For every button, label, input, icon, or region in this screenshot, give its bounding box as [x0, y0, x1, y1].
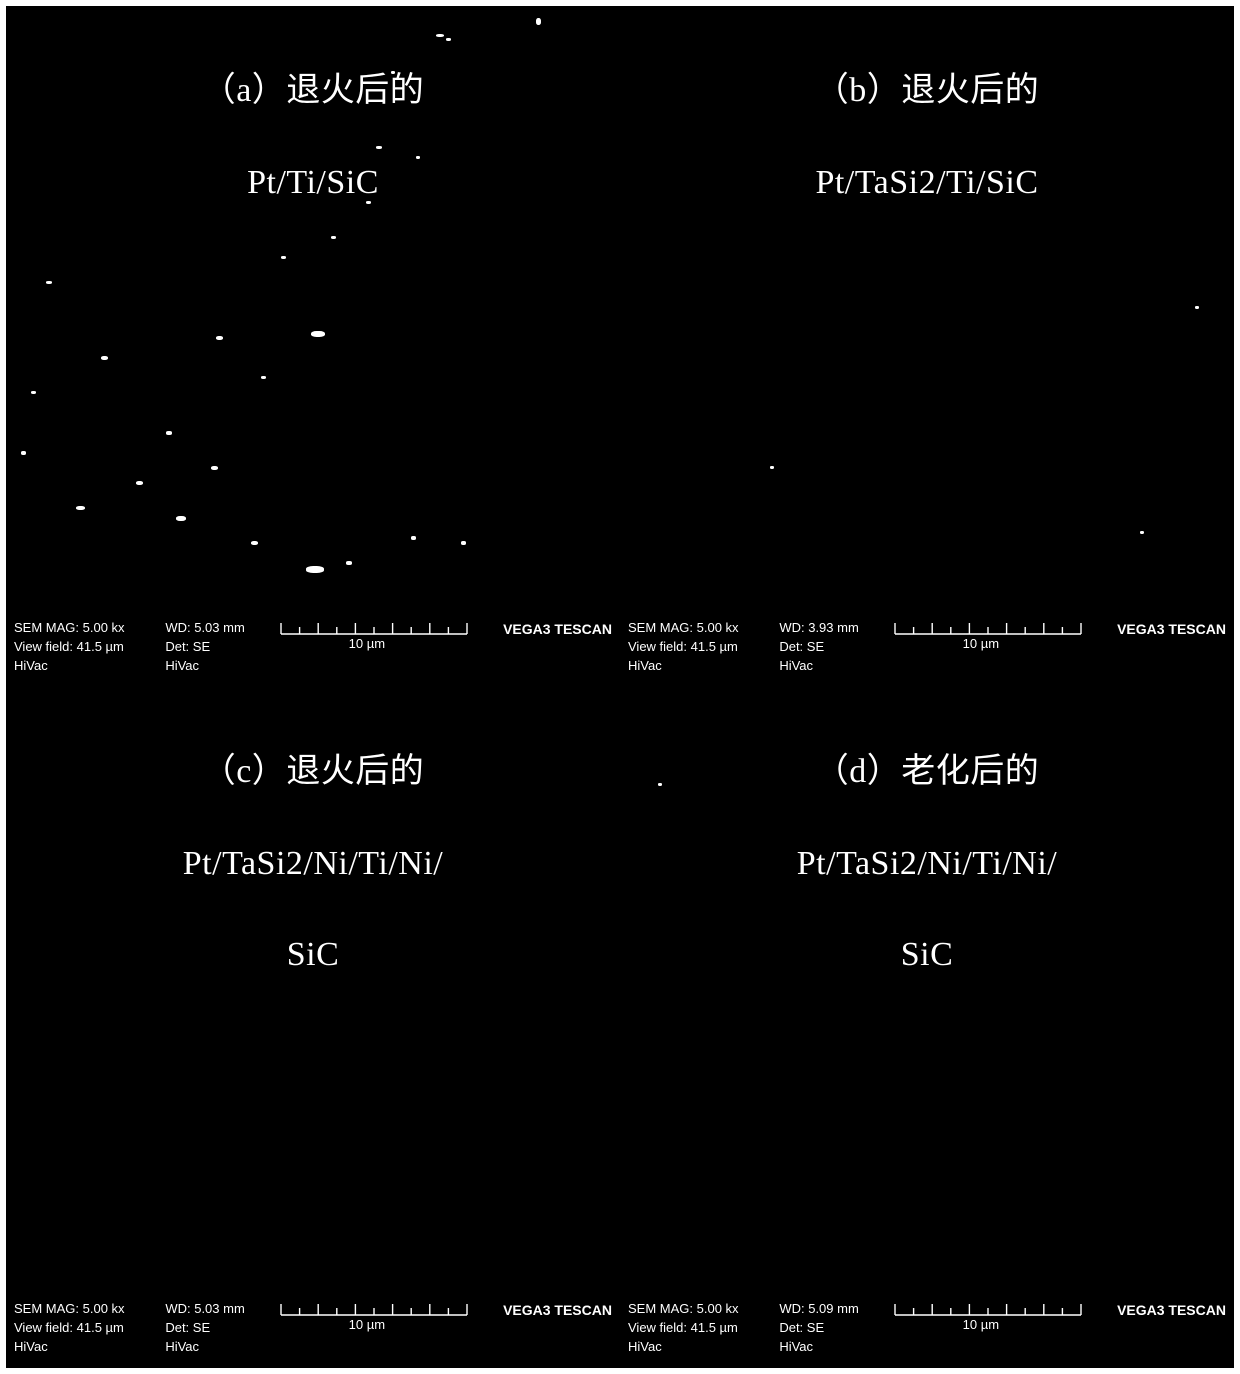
sem-panel-b: （b）退火后的 Pt/TaSi2/Ti/SiC SEM MAG: 5.00 kx… — [620, 6, 1234, 687]
scale-bar-icon — [279, 1302, 469, 1318]
panel-c-caption: （c）退火后的 Pt/TaSi2/Ni/Ti/Ni/ SiC — [6, 703, 620, 978]
panel-d-metadata: SEM MAG: 5.00 kx View field: 41.5 µm HiV… — [620, 1294, 1234, 1368]
meta-det: Det: SE — [779, 638, 889, 657]
meta-col-scale: 10 µm — [279, 1300, 479, 1335]
meta-vac2: HiVac — [165, 657, 275, 676]
sem-panel-c: （c）退火后的 Pt/TaSi2/Ni/Ti/Ni/ SiC SEM MAG: … — [6, 687, 620, 1368]
meta-col-mid: WD: 3.93 mm Det: SE HiVac — [779, 619, 889, 676]
panel-b-caption: （b）退火后的 Pt/TaSi2/Ti/SiC — [620, 22, 1234, 206]
meta-col-mid: WD: 5.03 mm Det: SE HiVac — [165, 619, 275, 676]
scale-bar-icon — [279, 621, 469, 637]
panel-b-caption-line2: Pt/TaSi2/Ti/SiC — [815, 164, 1038, 201]
meta-col-scale: 10 µm — [893, 619, 1093, 654]
scale-bar-icon — [893, 1302, 1083, 1318]
sem-figure-grid: （a）退火后的 Pt/Ti/SiC SEM MAG: 5.00 kx View … — [0, 0, 1240, 1374]
panel-d-caption-line1: （d）老化后的 — [815, 753, 1040, 790]
meta-wd: WD: 5.09 mm — [779, 1300, 889, 1319]
sem-panel-d: （d）老化后的 Pt/TaSi2/Ni/Ti/Ni/ SiC SEM MAG: … — [620, 687, 1234, 1368]
meta-vac: HiVac — [14, 1338, 162, 1357]
panel-c-caption-line2: Pt/TaSi2/Ni/Ti/Ni/ — [183, 845, 443, 882]
scale-label: 10 µm — [963, 635, 999, 654]
meta-brand: VEGA3 TESCAN — [482, 1300, 612, 1320]
panel-a-caption: （a）退火后的 Pt/Ti/SiC — [6, 22, 620, 206]
meta-brand: VEGA3 TESCAN — [1096, 1300, 1226, 1320]
panel-d-caption-line2: Pt/TaSi2/Ni/Ti/Ni/ — [797, 845, 1057, 882]
meta-col-left: SEM MAG: 5.00 kx View field: 41.5 µm HiV… — [628, 619, 776, 676]
panel-a-metadata: SEM MAG: 5.00 kx View field: 41.5 µm HiV… — [6, 613, 620, 687]
meta-mag: SEM MAG: 5.00 kx — [14, 1300, 162, 1319]
meta-vac2: HiVac — [165, 1338, 275, 1357]
meta-brand: VEGA3 TESCAN — [482, 619, 612, 639]
panel-d-caption-line3: SiC — [901, 936, 954, 973]
meta-field: View field: 41.5 µm — [628, 638, 776, 657]
meta-col-mid: WD: 5.09 mm Det: SE HiVac — [779, 1300, 889, 1357]
meta-vac: HiVac — [14, 657, 162, 676]
scale-label: 10 µm — [963, 1316, 999, 1335]
meta-field: View field: 41.5 µm — [628, 1319, 776, 1338]
panel-b-metadata: SEM MAG: 5.00 kx View field: 41.5 µm HiV… — [620, 613, 1234, 687]
scale-label: 10 µm — [349, 1316, 385, 1335]
meta-field: View field: 41.5 µm — [14, 1319, 162, 1338]
meta-field: View field: 41.5 µm — [14, 638, 162, 657]
meta-col-scale: 10 µm — [893, 1300, 1093, 1335]
sem-panel-a: （a）退火后的 Pt/Ti/SiC SEM MAG: 5.00 kx View … — [6, 6, 620, 687]
meta-mag: SEM MAG: 5.00 kx — [14, 619, 162, 638]
meta-vac: HiVac — [628, 657, 776, 676]
meta-vac: HiVac — [628, 1338, 776, 1357]
meta-mag: SEM MAG: 5.00 kx — [628, 1300, 776, 1319]
meta-col-left: SEM MAG: 5.00 kx View field: 41.5 µm HiV… — [628, 1300, 776, 1357]
meta-mag: SEM MAG: 5.00 kx — [628, 619, 776, 638]
panel-a-caption-line1: （a）退火后的 — [202, 72, 425, 109]
scale-bar-icon — [893, 621, 1083, 637]
panel-a-caption-line2: Pt/Ti/SiC — [247, 164, 379, 201]
meta-det: Det: SE — [165, 638, 275, 657]
meta-vac2: HiVac — [779, 1338, 889, 1357]
panel-c-metadata: SEM MAG: 5.00 kx View field: 41.5 µm HiV… — [6, 1294, 620, 1368]
meta-wd: WD: 5.03 mm — [165, 1300, 275, 1319]
panel-b-caption-line1: （b）退火后的 — [815, 72, 1040, 109]
meta-col-scale: 10 µm — [279, 619, 479, 654]
panel-d-caption: （d）老化后的 Pt/TaSi2/Ni/Ti/Ni/ SiC — [620, 703, 1234, 978]
meta-col-left: SEM MAG: 5.00 kx View field: 41.5 µm HiV… — [14, 1300, 162, 1357]
panel-c-caption-line3: SiC — [287, 936, 340, 973]
meta-col-left: SEM MAG: 5.00 kx View field: 41.5 µm HiV… — [14, 619, 162, 676]
meta-vac2: HiVac — [779, 657, 889, 676]
meta-brand: VEGA3 TESCAN — [1096, 619, 1226, 639]
meta-det: Det: SE — [165, 1319, 275, 1338]
meta-wd: WD: 5.03 mm — [165, 619, 275, 638]
panel-c-caption-line1: （c）退火后的 — [202, 753, 425, 790]
meta-col-mid: WD: 5.03 mm Det: SE HiVac — [165, 1300, 275, 1357]
meta-wd: WD: 3.93 mm — [779, 619, 889, 638]
meta-det: Det: SE — [779, 1319, 889, 1338]
scale-label: 10 µm — [349, 635, 385, 654]
